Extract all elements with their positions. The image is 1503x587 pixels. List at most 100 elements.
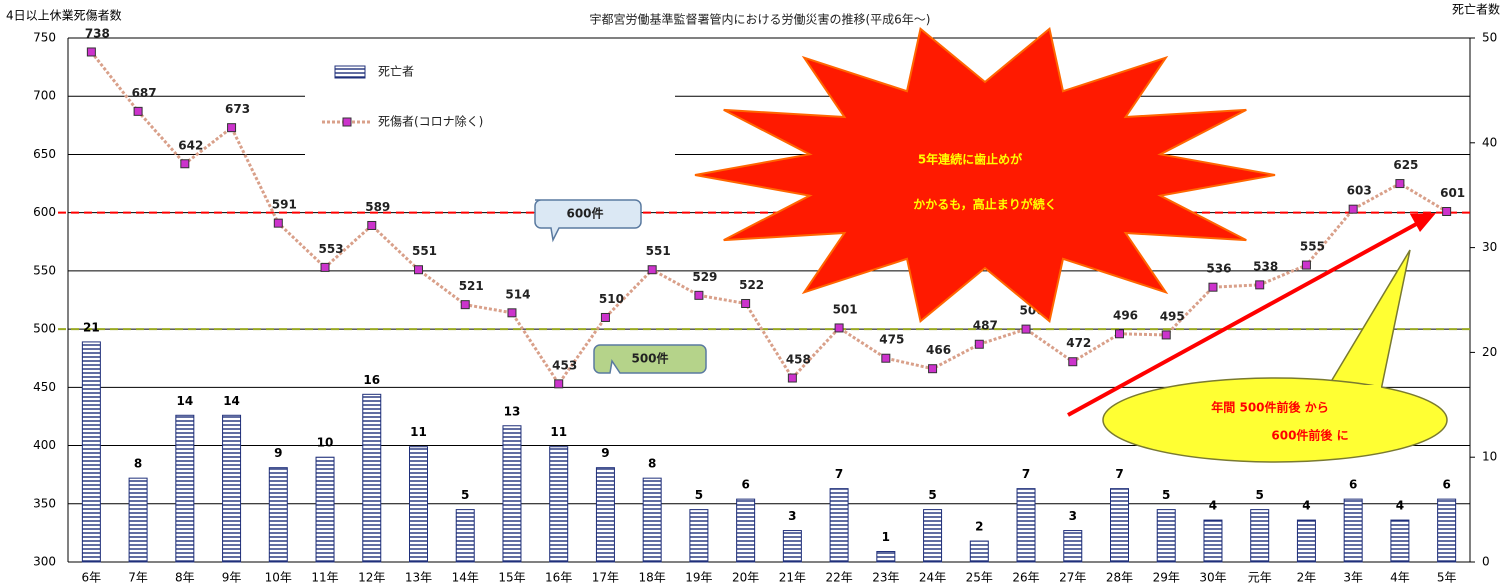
line-marker [834, 323, 844, 333]
bar-value-label: 4 [1396, 499, 1404, 513]
burst-text: 5年連続に歯止めが [918, 152, 1022, 167]
callout-label: 500件 [631, 351, 668, 366]
line-value-label: 591 [272, 198, 297, 212]
y2-tick-label: 10 [1482, 450, 1497, 464]
legend-box [305, 50, 675, 165]
line-marker [1068, 357, 1078, 367]
bar [1156, 509, 1176, 563]
bar-value-label: 2 [975, 520, 983, 534]
balloon-text: 600件前後 に [1271, 428, 1348, 443]
y-tick-label: 350 [33, 496, 56, 510]
y-tick-label: 500 [33, 322, 56, 336]
line-marker [1115, 329, 1124, 339]
y-tick-label: 400 [33, 438, 56, 452]
line-value-label: 453 [552, 358, 577, 372]
y2-tick-label: 50 [1482, 31, 1497, 45]
bar [362, 393, 382, 563]
x-tick-label: 17年 [592, 571, 619, 585]
callout [593, 344, 707, 374]
line-value-label: 551 [646, 244, 671, 258]
line-value-label: 496 [1113, 308, 1138, 322]
bar [455, 509, 475, 563]
x-tick-label: 8年 [175, 571, 195, 585]
bar [1016, 488, 1036, 563]
bar [1110, 488, 1129, 563]
line-marker [741, 298, 751, 308]
line-marker [647, 265, 657, 275]
line-value-label: 603 [1347, 184, 1372, 198]
balloon-cover [1325, 385, 1381, 399]
x-tick-label: 23年 [872, 571, 899, 585]
bar [1390, 519, 1410, 563]
bar [736, 498, 756, 563]
bar-value-label: 6 [741, 478, 749, 492]
bar [222, 414, 242, 563]
y2-tick-label: 20 [1482, 345, 1497, 359]
x-tick-label: 19年 [685, 571, 712, 585]
bar-value-label: 14 [223, 394, 240, 408]
x-tick-label: 22年 [825, 571, 852, 585]
balloon-tail [1318, 249, 1411, 401]
y-tick-label: 300 [33, 555, 56, 569]
legend-label: 死傷者(コロナ除く) [378, 114, 483, 129]
bar [315, 456, 335, 563]
y-tick-label: 700 [33, 89, 56, 103]
line-marker [507, 308, 517, 318]
bar [409, 446, 428, 563]
bar [81, 341, 101, 563]
bar-value-label: 6 [1349, 478, 1357, 492]
line-value-label: 687 [132, 86, 157, 100]
y-tick-label: 550 [33, 263, 56, 277]
line-marker [694, 290, 704, 300]
x-tick-label: 24年 [919, 571, 946, 585]
bar [1343, 498, 1363, 563]
arrow [1067, 220, 1421, 417]
line-value-label: 501 [833, 302, 858, 316]
arrow-head [1410, 213, 1436, 232]
bar-value-label: 11 [550, 425, 567, 439]
bar [923, 509, 943, 563]
bar-value-label: 5 [1162, 488, 1170, 502]
line-marker [227, 123, 237, 133]
bar [876, 551, 896, 563]
legend-swatch [334, 65, 366, 79]
y-tick-label: 450 [33, 380, 56, 394]
line-marker [180, 159, 190, 169]
x-tick-label: 13年 [405, 571, 432, 585]
line-marker [1161, 330, 1171, 340]
line-marker [273, 218, 283, 228]
line-marker [881, 353, 891, 363]
line-value-label: 514 [505, 287, 530, 301]
bar-value-label: 10 [317, 436, 334, 450]
x-tick-label: 30年 [1199, 571, 1226, 585]
y-tick-label: 750 [33, 31, 56, 45]
line-value-label: 551 [412, 244, 437, 258]
bar [829, 488, 849, 563]
bar [1203, 519, 1223, 563]
x-tick-label: 26年 [1012, 571, 1039, 585]
x-tick-label: 15年 [498, 571, 525, 585]
bar-value-label: 13 [504, 404, 521, 418]
line-value-label: 510 [599, 292, 624, 306]
x-tick-label: 16年 [545, 571, 572, 585]
x-tick-label: 28年 [1106, 571, 1133, 585]
line-value-label: 553 [319, 242, 344, 256]
line-marker [1255, 280, 1265, 290]
bar-value-label: 3 [1069, 509, 1077, 523]
chart-title: 宇都宮労働基準監督署管内における労働災害の推移(平成6年～) [589, 12, 930, 27]
line-marker [554, 379, 564, 389]
bar [268, 467, 288, 563]
legend-marker [342, 117, 352, 127]
x-tick-label: 7年 [128, 571, 148, 585]
x-tick-label: 14年 [452, 571, 479, 585]
line-marker [928, 364, 938, 374]
bar-value-label: 3 [788, 509, 796, 523]
bar [642, 477, 662, 563]
x-tick-label: 3年 [1343, 571, 1363, 585]
bar [175, 414, 195, 563]
bar-value-label: 7 [835, 467, 843, 481]
line-value-label: 529 [692, 270, 717, 284]
line-value-label: 472 [1066, 336, 1091, 350]
y2-tick-label: 40 [1482, 135, 1497, 149]
